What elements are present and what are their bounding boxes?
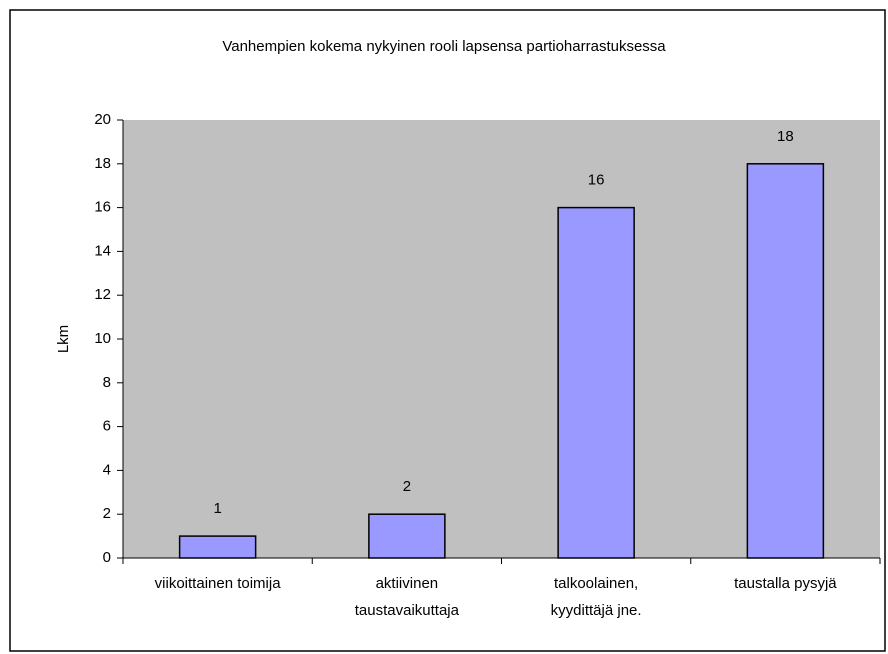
data-label: 18: [777, 128, 794, 145]
data-label: 1: [213, 500, 221, 517]
y-tick-label: 6: [103, 418, 111, 435]
data-label: 2: [403, 478, 411, 495]
bar: [178, 535, 257, 559]
y-tick-label: 8: [103, 374, 111, 391]
x-tick-label: aktiivinen taustavaikuttaja: [355, 575, 460, 619]
y-tick-label: 4: [103, 461, 111, 478]
y-tick-label: 16: [94, 199, 111, 216]
y-axis-label: Lkm: [55, 325, 72, 353]
y-tick-label: 18: [94, 155, 111, 172]
y-tick-label: 20: [94, 111, 111, 128]
y-tick-label: 0: [103, 549, 111, 566]
y-tick-label: 10: [94, 330, 111, 347]
bar: [557, 206, 635, 559]
bar: [368, 513, 446, 559]
y-tick-label: 12: [94, 286, 111, 303]
x-tick-label: viikoittainen toimija: [155, 575, 282, 592]
y-tick-label: 2: [103, 505, 111, 522]
x-tick-label: talkoolainen, kyydittäjä jne.: [551, 575, 642, 619]
y-tick-label: 14: [94, 242, 111, 259]
bar: [746, 163, 825, 559]
data-label: 16: [588, 172, 605, 189]
x-tick-label: taustalla pysyjä: [734, 575, 837, 592]
chart-title: Vanhempien kokema nykyinen rooli lapsens…: [222, 38, 666, 55]
